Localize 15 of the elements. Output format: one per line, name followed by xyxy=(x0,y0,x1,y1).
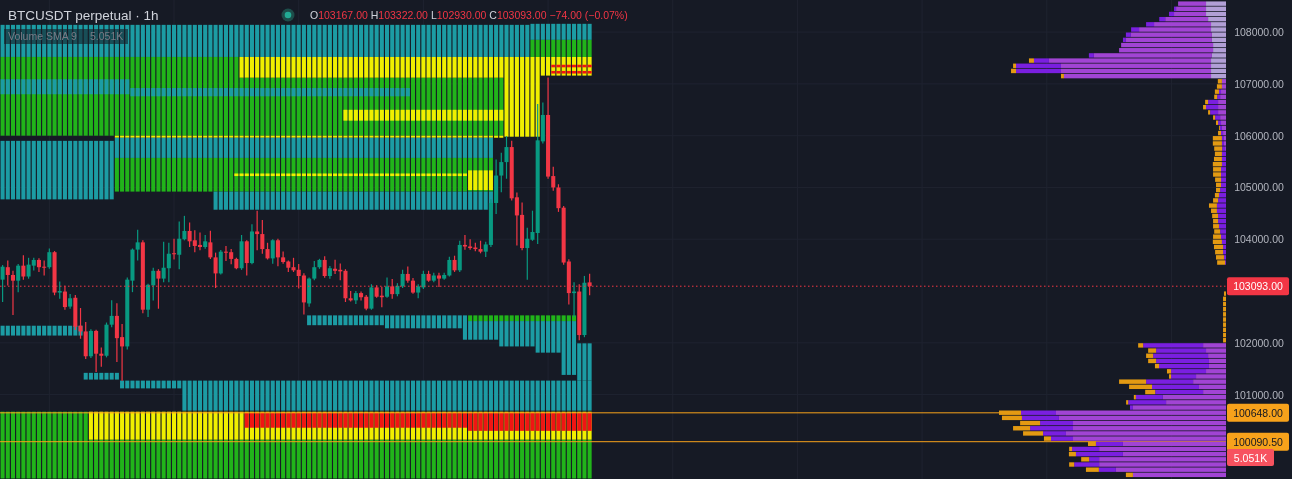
y-tick-label: 104000.00 xyxy=(1234,233,1284,246)
y-tick-label: 108000.00 xyxy=(1234,26,1284,39)
ref-line-label: 103093.00 xyxy=(1233,280,1283,293)
text: O103167.00 H103322.00 L102930.00 C103093.00 −74.00 (−0.07%) xyxy=(310,9,628,21)
y-tick-label: 102000.00 xyxy=(1234,336,1284,349)
y-tick-label: 107000.00 xyxy=(1234,77,1284,90)
annotation: Volume SMA 9 xyxy=(8,30,78,42)
y-tick-label: 101000.00 xyxy=(1234,388,1284,401)
text: 5.051K xyxy=(1233,451,1268,464)
ref-line-label: 100090.50 xyxy=(1233,435,1283,448)
y-tick-label: 105000.00 xyxy=(1234,181,1284,194)
y-tick-label: 106000.00 xyxy=(1234,129,1284,142)
text: BTCUSDT perpetual · 1h xyxy=(8,8,159,23)
ref-line-label: 100648.00 xyxy=(1233,406,1283,419)
annotation: 5.051K xyxy=(90,30,124,42)
